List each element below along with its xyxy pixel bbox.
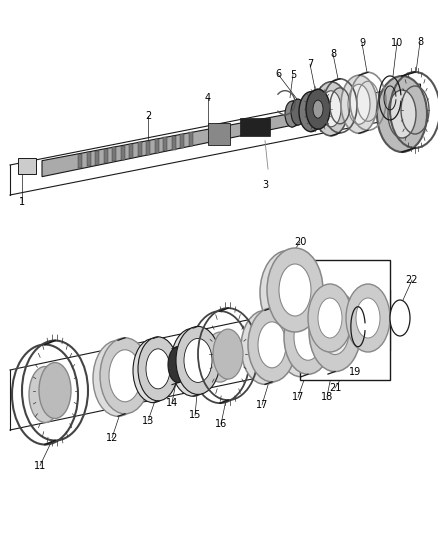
Polygon shape	[42, 104, 340, 176]
Text: 16: 16	[215, 419, 227, 429]
Ellipse shape	[346, 284, 390, 352]
Ellipse shape	[306, 89, 330, 129]
Bar	[172, 136, 176, 150]
Ellipse shape	[109, 350, 141, 402]
Text: 9: 9	[359, 38, 365, 49]
Ellipse shape	[309, 292, 361, 372]
Ellipse shape	[39, 362, 71, 418]
Ellipse shape	[272, 266, 304, 319]
Text: 17: 17	[256, 400, 268, 410]
Text: 7: 7	[307, 59, 313, 69]
Ellipse shape	[260, 251, 316, 335]
Text: 6: 6	[275, 69, 281, 79]
Ellipse shape	[285, 101, 299, 127]
Bar	[188, 132, 192, 147]
Text: 18: 18	[321, 392, 333, 401]
Ellipse shape	[241, 310, 289, 384]
Bar	[240, 118, 270, 135]
Text: 3: 3	[262, 180, 268, 190]
Ellipse shape	[168, 346, 188, 383]
Ellipse shape	[321, 309, 349, 354]
Ellipse shape	[205, 332, 235, 382]
Bar	[86, 152, 91, 166]
Ellipse shape	[313, 100, 323, 118]
Ellipse shape	[29, 367, 61, 423]
Ellipse shape	[308, 284, 352, 352]
Bar	[208, 123, 230, 144]
Ellipse shape	[93, 340, 143, 416]
Bar	[163, 138, 167, 151]
Ellipse shape	[287, 317, 315, 363]
Bar	[138, 142, 141, 156]
Ellipse shape	[314, 311, 342, 357]
Text: 11: 11	[34, 461, 46, 471]
Text: 10: 10	[391, 38, 403, 48]
Text: 8: 8	[330, 49, 336, 59]
Ellipse shape	[146, 349, 170, 389]
Bar	[95, 151, 99, 165]
Ellipse shape	[321, 91, 341, 127]
Text: 12: 12	[106, 433, 118, 443]
Text: 1: 1	[19, 197, 25, 207]
Ellipse shape	[318, 298, 342, 338]
Text: 21: 21	[329, 383, 341, 393]
Bar	[18, 158, 36, 174]
Text: 2: 2	[145, 111, 151, 121]
Ellipse shape	[299, 92, 323, 132]
Ellipse shape	[171, 328, 215, 396]
Text: 8: 8	[417, 37, 423, 47]
Ellipse shape	[277, 303, 325, 377]
Ellipse shape	[248, 308, 296, 382]
Ellipse shape	[213, 329, 243, 379]
Ellipse shape	[291, 99, 305, 125]
Text: 19: 19	[349, 367, 361, 377]
Ellipse shape	[388, 90, 416, 138]
Ellipse shape	[314, 82, 348, 136]
Ellipse shape	[267, 248, 323, 332]
Ellipse shape	[302, 294, 354, 374]
Ellipse shape	[348, 84, 370, 124]
Text: 20: 20	[294, 237, 306, 247]
Ellipse shape	[184, 338, 212, 382]
Ellipse shape	[133, 338, 173, 402]
Text: 13: 13	[142, 416, 154, 426]
Ellipse shape	[141, 351, 165, 391]
Ellipse shape	[356, 298, 380, 338]
Text: 22: 22	[406, 275, 418, 285]
Ellipse shape	[251, 325, 279, 370]
Bar	[112, 148, 116, 161]
Ellipse shape	[279, 264, 311, 316]
Ellipse shape	[102, 352, 134, 405]
Ellipse shape	[258, 322, 286, 368]
Ellipse shape	[377, 76, 427, 152]
Ellipse shape	[162, 349, 182, 385]
Text: 14: 14	[166, 398, 178, 408]
Ellipse shape	[341, 75, 377, 133]
Text: 4: 4	[205, 93, 211, 103]
Bar	[155, 139, 159, 153]
Bar	[129, 144, 133, 158]
Bar	[180, 134, 184, 148]
Ellipse shape	[176, 326, 220, 394]
Text: 17: 17	[292, 392, 304, 402]
Bar	[146, 141, 150, 155]
Ellipse shape	[284, 300, 332, 374]
Text: 5: 5	[290, 70, 296, 79]
Ellipse shape	[100, 338, 150, 414]
Bar	[103, 149, 107, 163]
Bar	[120, 146, 124, 160]
Ellipse shape	[138, 337, 178, 401]
FancyBboxPatch shape	[300, 260, 390, 380]
Ellipse shape	[390, 300, 410, 336]
Ellipse shape	[294, 314, 322, 360]
Bar	[78, 154, 82, 168]
Text: 15: 15	[189, 410, 201, 421]
Ellipse shape	[179, 340, 207, 384]
